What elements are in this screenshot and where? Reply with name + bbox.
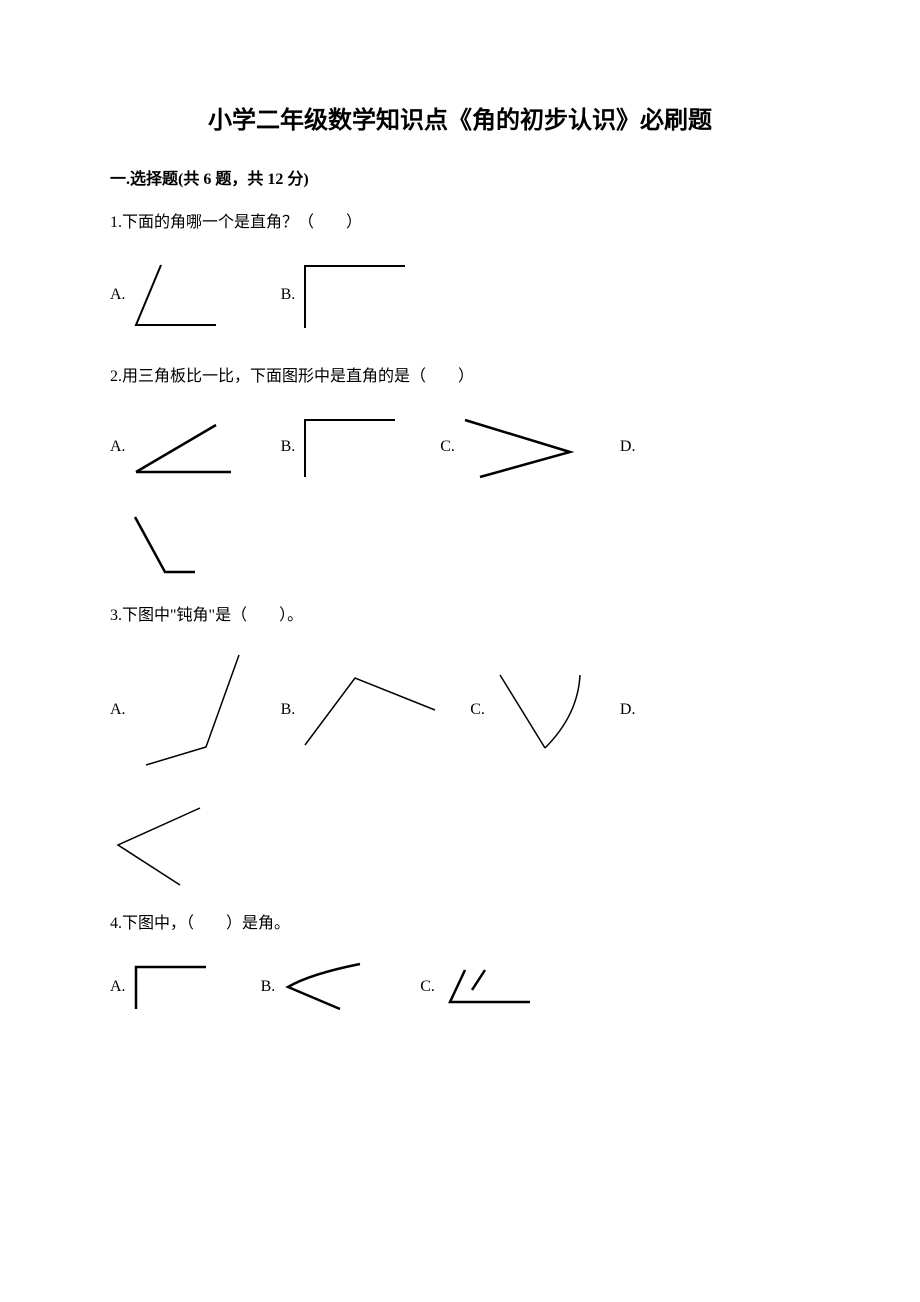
q4-option-c: C. [420, 962, 540, 1012]
q3-option-c-label: C. [470, 701, 485, 719]
q2-option-d: D. [620, 438, 641, 456]
q4-option-c-label: C. [420, 978, 435, 996]
q1-figure-b [300, 258, 410, 333]
question-1-options: A. B. [110, 258, 810, 333]
question-2-options: A. B. C. D. [110, 412, 810, 482]
q3-figure-c [490, 665, 590, 755]
q1-figure-a [131, 260, 221, 330]
q3-option-a: A. [110, 650, 251, 770]
q4-figure-c [440, 962, 540, 1012]
q4-figure-a [131, 959, 211, 1014]
page-title: 小学二年级数学知识点《角的初步认识》必刷题 [110, 100, 810, 135]
q2-figure-d [110, 512, 200, 582]
q4-option-b: B. [261, 959, 371, 1014]
q2-option-a-label: A. [110, 438, 126, 456]
q3-option-c: C. [470, 665, 590, 755]
q3-option-d: D. [620, 701, 641, 719]
q2-option-c: C. [440, 412, 580, 482]
q3-option-b-label: B. [281, 701, 296, 719]
q3-option-d-figure-row [110, 800, 810, 890]
q3-figure-a [131, 650, 251, 770]
q2-option-b-label: B. [281, 438, 296, 456]
q4-option-a-label: A. [110, 978, 126, 996]
q1-option-a: A. [110, 260, 221, 330]
q1-option-a-label: A. [110, 286, 126, 304]
section-header: 一.选择题(共 6 题，共 12 分) [110, 165, 810, 189]
q1-option-b: B. [281, 258, 411, 333]
question-1-text: 1.下面的角哪一个是直角？（ ） [110, 209, 810, 238]
question-2-text: 2.用三角板比一比，下面图形中是直角的是（ ） [110, 363, 810, 392]
q4-option-b-label: B. [261, 978, 276, 996]
q2-figure-c [460, 412, 580, 482]
question-3-options: A. B. C. D. [110, 650, 810, 770]
q2-option-a: A. [110, 417, 241, 477]
q3-option-b: B. [281, 670, 441, 750]
question-4-options: A. B. C. [110, 959, 810, 1014]
q3-option-a-label: A. [110, 701, 126, 719]
q3-figure-d [110, 800, 210, 890]
q3-figure-b [300, 670, 440, 750]
q4-figure-b [280, 959, 370, 1014]
q4-option-a: A. [110, 959, 211, 1014]
q3-option-d-label: D. [620, 701, 636, 719]
q1-option-b-label: B. [281, 286, 296, 304]
question-4-text: 4.下图中，（ ）是角。 [110, 910, 810, 939]
q2-option-b: B. [281, 412, 401, 482]
q2-figure-a [131, 417, 241, 477]
q2-figure-b [300, 412, 400, 482]
q2-option-c-label: C. [440, 438, 455, 456]
q2-option-d-label: D. [620, 438, 636, 456]
q2-option-d-figure-row [110, 512, 810, 582]
question-3-text: 3.下图中"钝角"是（ ）。 [110, 602, 810, 631]
